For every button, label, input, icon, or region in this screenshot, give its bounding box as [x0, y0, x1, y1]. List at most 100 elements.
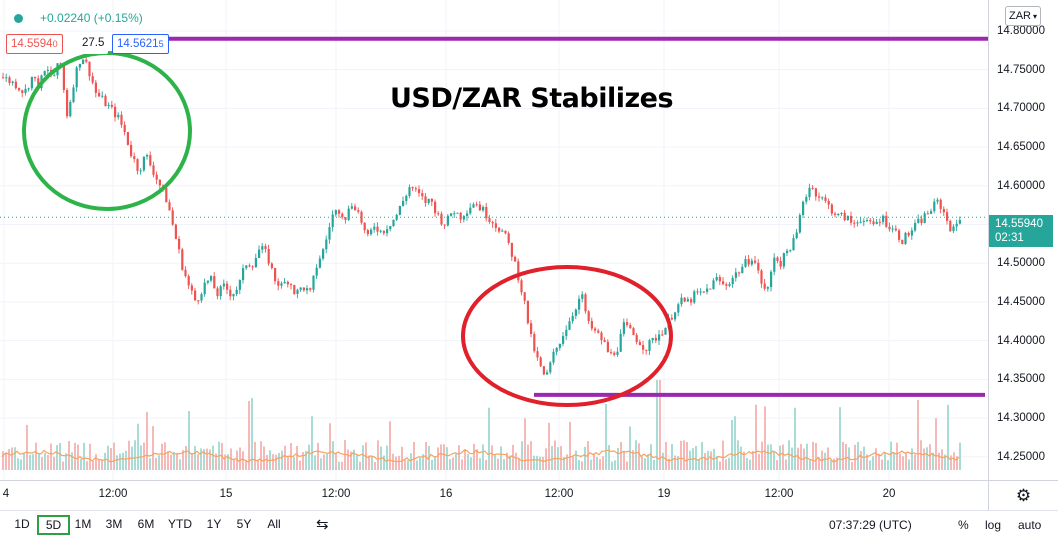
currency-select[interactable]: ZAR ▾ [1005, 6, 1041, 26]
candle-body [414, 188, 417, 190]
candle-body [747, 259, 750, 265]
date-range-icon[interactable]: ⇆ [316, 516, 329, 533]
price-tick-label: 14.35000 [997, 373, 1045, 386]
volume-bar [251, 398, 253, 470]
range-button-5y[interactable]: 5Y [236, 517, 252, 531]
candle-body [686, 299, 689, 302]
range-button-3m[interactable]: 3M [105, 517, 123, 531]
volume-bar [74, 442, 76, 470]
candle-body [850, 215, 853, 223]
chart-settings-button[interactable]: ⚙ [988, 480, 1058, 510]
volume-bar [677, 455, 679, 470]
symbol-legend: +0.02240 (+0.15%) [10, 9, 143, 27]
price-change: +0.02240 (+0.15%) [40, 11, 143, 25]
volume-bar [737, 440, 739, 470]
percent-scale-toggle[interactable]: % [958, 518, 969, 532]
candle-body [654, 338, 657, 341]
range-button-ytd[interactable]: YTD [168, 517, 192, 531]
time-tick-label: 20 [882, 488, 896, 500]
volume-bar [5, 452, 7, 470]
range-button-1d[interactable]: 1D [14, 517, 30, 531]
volume-bar [20, 459, 22, 470]
volume-bar [14, 447, 16, 470]
bottom-toolbar: 1D 5D 1M 3M 6M YTD 1Y 5Y All ⇆ 07:37:29 (UTC) % … [0, 510, 1058, 537]
candle-body [834, 213, 837, 215]
volume-bar [572, 456, 574, 470]
volume-bar [554, 440, 556, 470]
candle-body [821, 197, 824, 199]
volume-bar [44, 452, 46, 470]
candle-body [181, 249, 184, 270]
clock-time[interactable]: 07:37:29 (UTC) [829, 518, 912, 532]
volume-bar [71, 452, 73, 470]
range-button-5d[interactable]: 5D [37, 515, 70, 535]
volume-bar [812, 441, 814, 470]
volume-bar [725, 459, 727, 470]
volume-bar [410, 453, 412, 470]
volume-bar [284, 445, 286, 470]
candle-body [450, 213, 453, 216]
volume-bar [359, 461, 361, 470]
candle-body [440, 213, 443, 225]
sell-price-button[interactable]: 14.55940 [6, 34, 63, 54]
candle-body [584, 294, 587, 312]
volume-bar [947, 404, 949, 470]
candle-body [53, 75, 56, 77]
candle-body [443, 224, 446, 226]
volume-bar [959, 442, 961, 470]
candle-body [706, 288, 709, 292]
volume-bar [728, 457, 730, 470]
volume-bar [659, 380, 661, 470]
candle-body [491, 222, 494, 224]
volume-bar [437, 447, 439, 470]
time-axis[interactable]: 4 12:00 15 12:00 16 12:00 19 12:00 20 [0, 480, 988, 510]
candle-body [802, 201, 805, 216]
candle-body [869, 220, 872, 222]
volume-bar [335, 453, 337, 470]
volume-bar [29, 454, 31, 470]
candle-body [955, 223, 958, 227]
candle-body [85, 59, 88, 62]
range-button-1m[interactable]: 1M [74, 517, 92, 531]
range-button-6m[interactable]: 6M [137, 517, 155, 531]
volume-bar [443, 444, 445, 470]
volume-bar [617, 448, 619, 470]
candle-body [882, 215, 885, 222]
candle-body [939, 199, 942, 210]
volume-bar [719, 461, 721, 470]
volume-bar [158, 455, 160, 470]
volume-bar [743, 451, 745, 470]
volume-bar [41, 457, 43, 470]
candle-body [8, 77, 11, 83]
buy-price-button[interactable]: 14.56215 [112, 34, 169, 54]
volume-bar [383, 455, 385, 470]
volume-bar [785, 459, 787, 470]
candle-body [360, 211, 363, 223]
range-button-1y[interactable]: 1Y [206, 517, 222, 531]
candle-body [837, 213, 840, 215]
volume-bar [110, 447, 112, 470]
candle-body [66, 89, 69, 117]
candle-body [469, 207, 472, 214]
candle-body [498, 227, 501, 232]
candle-body [168, 202, 171, 211]
candlestick-chart[interactable] [0, 0, 988, 480]
volume-bar [416, 460, 418, 470]
range-button-all[interactable]: All [267, 517, 281, 531]
auto-scale-toggle[interactable]: auto [1018, 518, 1042, 532]
candle-body [901, 239, 904, 244]
candle-body [338, 210, 341, 214]
time-tick-label: 12:00 [764, 488, 794, 500]
volume-bar [329, 423, 331, 470]
candle-body [299, 287, 302, 290]
candle-body [923, 213, 926, 224]
volume-bar [794, 407, 796, 470]
candle-body [558, 343, 561, 348]
candle-body [82, 59, 85, 64]
candle-body [581, 294, 584, 299]
volume-bar [332, 441, 334, 470]
volume-bar [164, 442, 166, 470]
log-scale-toggle[interactable]: log [985, 518, 1002, 532]
candle-body [174, 224, 177, 239]
chart-plot-area[interactable]: +0.02240 (+0.15%) 14.55940 27.5 14.56215… [0, 0, 988, 480]
